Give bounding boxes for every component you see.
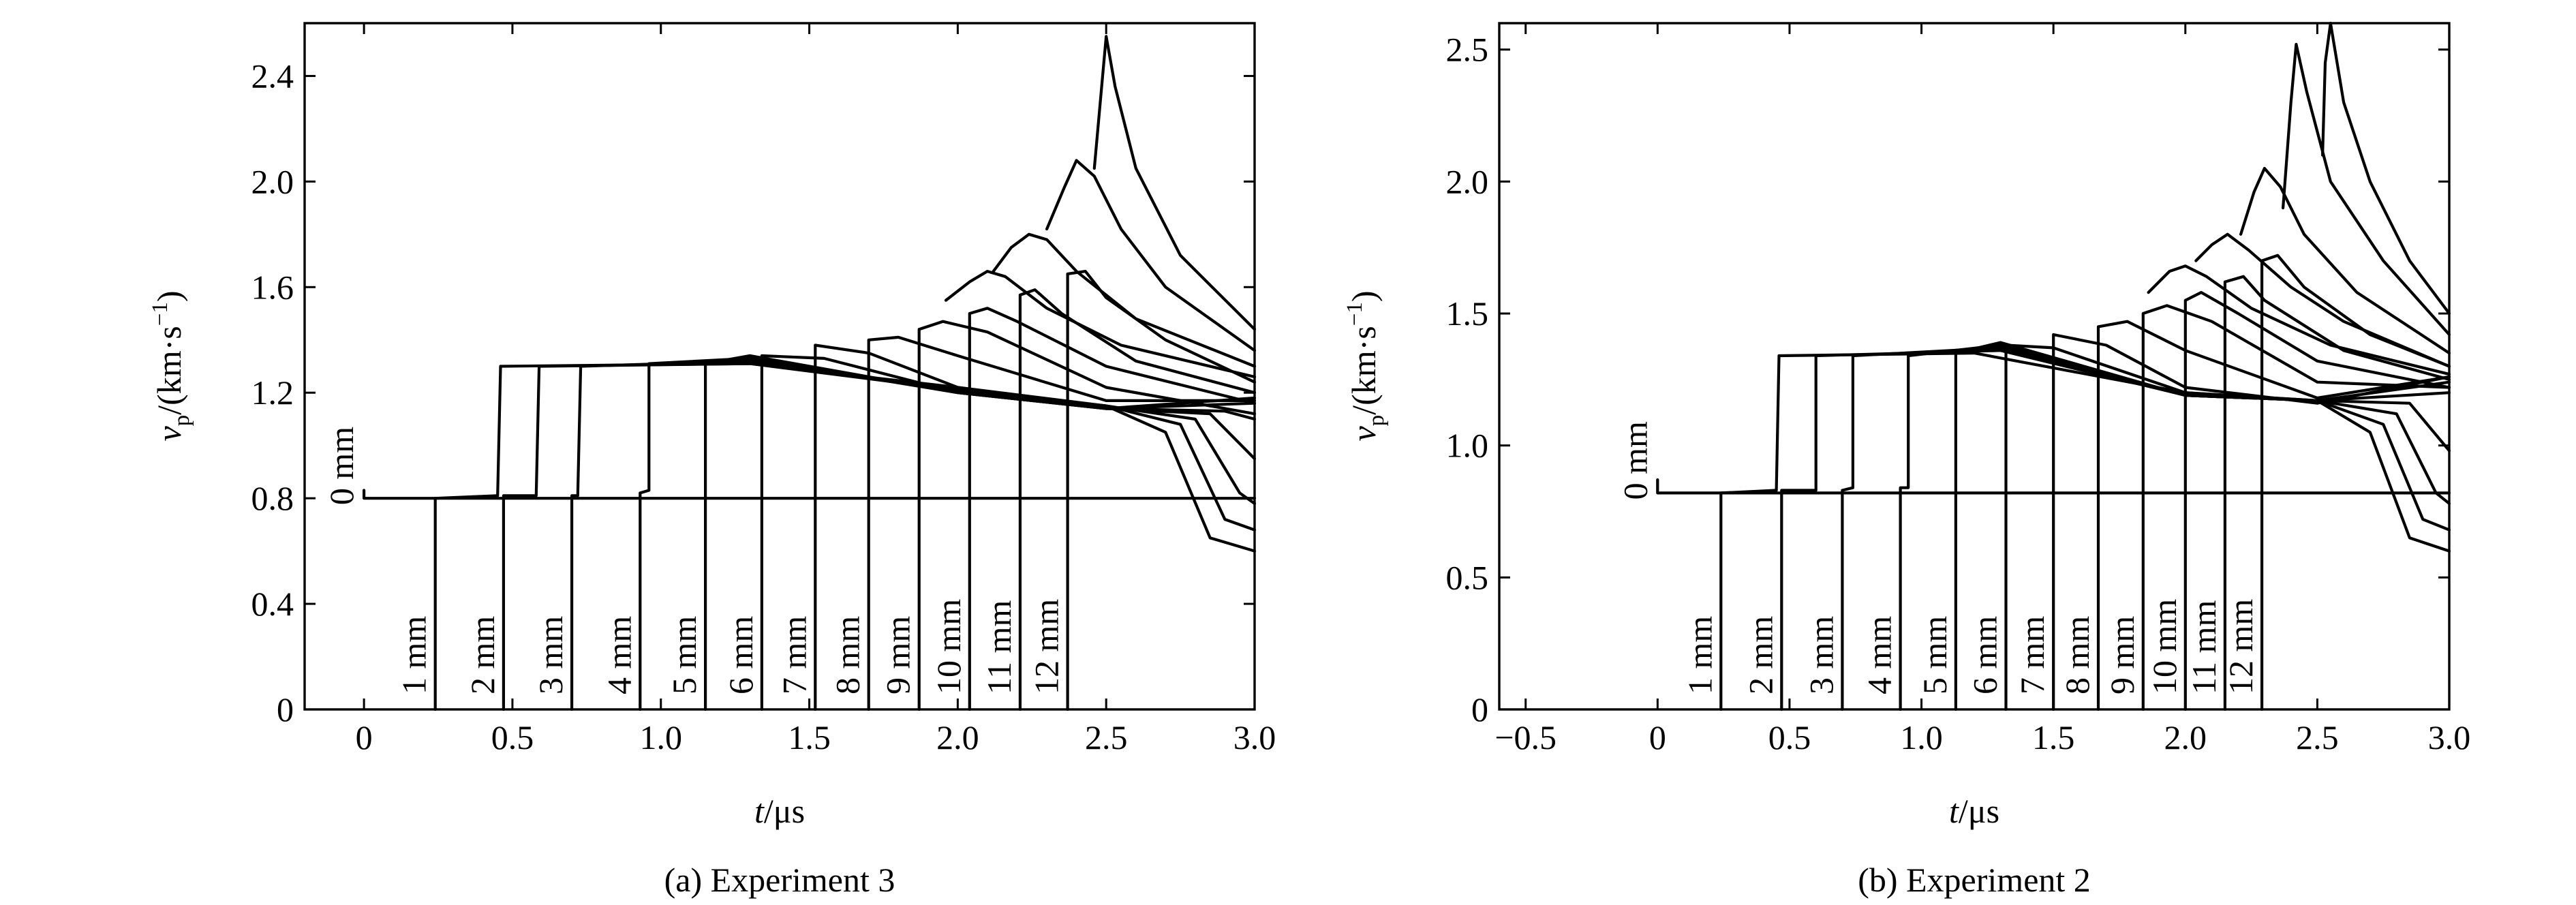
y-tick-label-a-2: 0.8 bbox=[251, 479, 294, 517]
series-label-a-5: 5 mm bbox=[665, 616, 703, 694]
series-label-a-3: 3 mm bbox=[532, 616, 570, 694]
tick-labels-b: −0.5 0 0.5 1.0 1.5 2.0 2.5 3.000.51.01.52.02.5 bbox=[1446, 31, 2471, 756]
trace-a-12 bbox=[1066, 270, 1257, 711]
series-label-b-4: 4 mm bbox=[1860, 616, 1899, 694]
series-label-a-9: 9 mm bbox=[879, 616, 917, 694]
y-tick-label-a-6: 2.4 bbox=[251, 57, 294, 95]
y-tick-label-b-1: 0.5 bbox=[1446, 558, 1489, 596]
trace-a-9 bbox=[917, 320, 1257, 711]
trace-b-10 bbox=[2183, 291, 2451, 711]
x-tick-label-a-0: 0 bbox=[356, 718, 373, 756]
x-tick-label-a-1: 0.5 bbox=[491, 718, 534, 756]
y-tick-label-b-3: 1.5 bbox=[1446, 294, 1489, 333]
y-tick-label-b-0: 0 bbox=[1471, 690, 1488, 728]
chart-panel-b: −0.5 0 0.5 1.0 1.5 2.0 2.5 3.000.51.01.52.02.5 … bbox=[1343, 21, 2471, 899]
x-tick-label-b-5: 2.0 bbox=[2164, 718, 2207, 756]
series-label-a-6: 6 mm bbox=[722, 616, 760, 694]
chart-panel-a: 0 0.5 1.0 1.5 2.0 2.5 3.0 0 0.4 0.8 1.2 1.6 2.0 2.4 0… bbox=[148, 22, 1276, 899]
trace-b-14 bbox=[2194, 232, 2451, 368]
trace-a-13 bbox=[944, 270, 1257, 379]
x-tick-label-b-0: −0.5 bbox=[1494, 718, 1557, 756]
trace-b-13 bbox=[2147, 264, 2451, 376]
x-tick-label-b-3: 1.0 bbox=[1900, 718, 1943, 756]
trace-a-8 bbox=[867, 335, 1257, 711]
trace-b-7 bbox=[2052, 333, 2451, 711]
series-label-b-11: 11 mm bbox=[2185, 600, 2223, 695]
y-tick-label-a-1: 0.4 bbox=[251, 585, 294, 623]
traces-a bbox=[363, 35, 1257, 711]
trace-b-9 bbox=[2141, 304, 2451, 711]
series-label-b-12: 12 mm bbox=[2222, 599, 2260, 694]
trace-b-16 bbox=[2282, 42, 2451, 337]
trace-a-16 bbox=[1092, 35, 1257, 331]
trace-a-7 bbox=[814, 343, 1257, 711]
x-axis-label-a: t/μs bbox=[754, 792, 805, 830]
trace-a-14 bbox=[992, 232, 1257, 368]
series-label-b-10: 10 mm bbox=[2145, 599, 2183, 694]
y-axis-label-a: vp/(km·s−1) bbox=[148, 290, 194, 441]
y-tick-label-a-5: 2.0 bbox=[251, 162, 294, 200]
trace-b-12 bbox=[2260, 254, 2451, 711]
x-tick-label-a-5: 2.5 bbox=[1085, 718, 1128, 756]
series-label-b-3: 3 mm bbox=[1802, 616, 1840, 694]
trace-b-11 bbox=[2223, 275, 2451, 711]
trace-a-0 bbox=[363, 489, 1257, 500]
series-label-b-7: 7 mm bbox=[2013, 616, 2051, 694]
x-tick-label-b-4: 1.5 bbox=[2032, 718, 2075, 756]
series-label-a-4: 4 mm bbox=[600, 616, 638, 694]
tick-labels-a: 0 0.5 1.0 1.5 2.0 2.5 3.0 0 0.4 0.8 1.2 1.6 2.0 2.4 bbox=[251, 57, 1276, 756]
series-label-a-7: 7 mm bbox=[775, 616, 813, 694]
trace-b-17 bbox=[2321, 21, 2451, 316]
x-tick-label-b-1: 0 bbox=[1649, 718, 1666, 756]
trace-b-8 bbox=[2096, 320, 2451, 711]
trace-a-15 bbox=[1045, 159, 1257, 352]
series-labels-b: 0 mm 1 mm 2 mm 3 mm 4 mm 5 mm 6 mm 7 mm 8 mm 9 mm… bbox=[1616, 421, 2260, 694]
y-tick-label-b-5: 2.5 bbox=[1446, 31, 1489, 69]
x-tick-label-a-3: 1.5 bbox=[788, 718, 831, 756]
y-axis-label-b: vp/(km·s−1) bbox=[1343, 290, 1389, 441]
caption-b: (b) Experiment 2 bbox=[1858, 861, 2091, 899]
series-label-b-9: 9 mm bbox=[2103, 616, 2141, 694]
series-label-b-2: 2 mm bbox=[1741, 616, 1779, 694]
y-tick-label-a-0: 0 bbox=[277, 690, 294, 728]
trace-b-15 bbox=[2239, 166, 2451, 355]
series-label-b-6: 6 mm bbox=[1966, 616, 2004, 694]
series-label-a-11: 11 mm bbox=[980, 600, 1018, 695]
tick-marks-b bbox=[1499, 23, 2451, 711]
x-tick-label-b-2: 0.5 bbox=[1768, 718, 1811, 756]
x-tick-label-a-6: 3.0 bbox=[1233, 718, 1276, 756]
series-label-a-1: 1 mm bbox=[395, 616, 433, 694]
series-label-a-0: 0 mm bbox=[322, 427, 361, 505]
y-tick-label-b-2: 1.0 bbox=[1446, 427, 1489, 465]
x-axis-label-b: t/μs bbox=[1949, 792, 1999, 830]
y-tick-label-a-4: 1.6 bbox=[251, 268, 294, 306]
y-tick-label-b-4: 2.0 bbox=[1446, 162, 1489, 200]
x-tick-label-b-7: 3.0 bbox=[2428, 718, 2471, 756]
series-label-b-1: 1 mm bbox=[1681, 616, 1719, 694]
series-label-a-10: 10 mm bbox=[930, 599, 968, 694]
x-tick-label-a-4: 2.0 bbox=[936, 718, 979, 756]
traces-b bbox=[1656, 21, 2451, 711]
x-tick-label-b-6: 2.5 bbox=[2296, 718, 2339, 756]
caption-a: (a) Experiment 3 bbox=[664, 861, 895, 899]
trace-b-1 bbox=[1719, 352, 2451, 711]
series-labels-a: 0 mm 1 mm 2 mm 3 mm 4 mm 5 mm 6 mm 7 mm 8 mm 9 mm… bbox=[322, 427, 1066, 694]
series-label-b-0: 0 mm bbox=[1616, 421, 1654, 500]
trace-a-10 bbox=[968, 307, 1257, 711]
series-label-a-12: 12 mm bbox=[1028, 599, 1066, 694]
series-label-b-8: 8 mm bbox=[2058, 616, 2096, 694]
x-tick-label-a-2: 1.0 bbox=[640, 718, 683, 756]
series-label-b-5: 5 mm bbox=[1916, 616, 1954, 694]
trace-a-4 bbox=[639, 356, 1257, 711]
trace-b-4 bbox=[1899, 343, 2451, 711]
series-label-a-2: 2 mm bbox=[463, 616, 502, 694]
y-tick-label-a-3: 1.2 bbox=[251, 373, 294, 412]
trace-a-11 bbox=[1018, 288, 1257, 711]
series-label-a-8: 8 mm bbox=[829, 616, 867, 694]
